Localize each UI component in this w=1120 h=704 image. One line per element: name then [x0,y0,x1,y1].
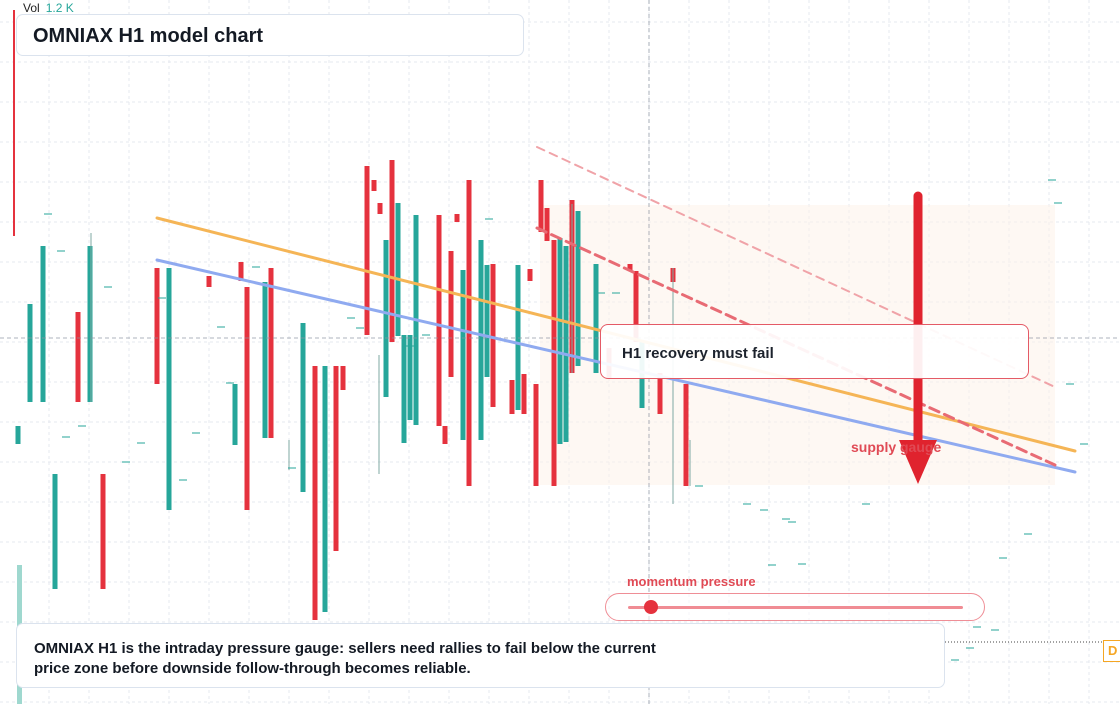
candle [322,366,328,612]
momentum-gauge[interactable] [605,593,985,621]
candle [333,366,339,551]
candle [27,304,33,402]
candle [244,287,250,510]
candle [238,262,244,281]
volume-readout: Vol 1.2 K [23,1,74,15]
trendline-red-dashed [535,226,1057,467]
candle [75,312,81,402]
volume-value: 1.2 K [45,1,74,15]
candle [383,240,389,397]
candle [478,240,484,440]
candle [657,373,663,414]
candle [593,264,599,373]
candle [460,270,466,440]
candle [538,180,544,232]
candle [436,215,442,426]
candle [100,474,106,589]
candle [377,203,383,214]
candle [527,269,533,281]
candle [232,384,238,445]
candles [15,160,691,620]
candle [389,160,395,342]
candle [312,366,318,620]
candle [166,268,172,510]
title-card: OMNIAX H1 model chart [16,14,524,56]
candle [627,264,633,270]
candle [454,214,460,222]
candle [371,180,377,191]
candle [683,384,689,486]
candle [262,282,268,438]
candle [575,211,581,366]
candle [40,246,46,402]
volume-label: Vol [23,1,40,15]
candle [340,366,346,390]
candle [448,251,454,377]
candle [300,323,306,492]
candle [521,374,527,414]
candle [563,246,569,442]
chart-title: OMNIAX H1 model chart [33,25,264,47]
candle [206,276,212,287]
gauge-track [628,606,963,609]
supply-zone-label: supply gauge [851,439,942,455]
volume-ticks [44,179,1088,661]
candle [364,166,370,335]
gauge-label: momentum pressure [627,574,756,589]
candle [15,426,21,444]
recovery-callout: H1 recovery must fail [600,324,1029,379]
candle [442,426,448,444]
candle [268,268,274,438]
down-arrow [899,191,937,484]
candle [551,240,557,486]
candle [490,264,496,407]
summary-card: OMNIAX H1 is the intraday pressure gauge… [16,623,945,688]
candle [52,474,58,589]
summary-text: OMNIAX H1 is the intraday pressure gauge… [34,640,656,677]
candle [533,384,539,486]
candle [154,268,160,384]
candle [401,335,407,443]
candle [87,246,93,402]
candle [395,203,401,336]
candle [633,271,639,342]
candle [484,265,490,377]
gauge-knob[interactable] [644,600,659,614]
candle [557,238,563,444]
candle [544,208,550,241]
candle [407,335,413,420]
candle [509,380,515,414]
price-tag: D [1103,640,1120,662]
callout-text: H1 recovery must fail [622,345,774,362]
